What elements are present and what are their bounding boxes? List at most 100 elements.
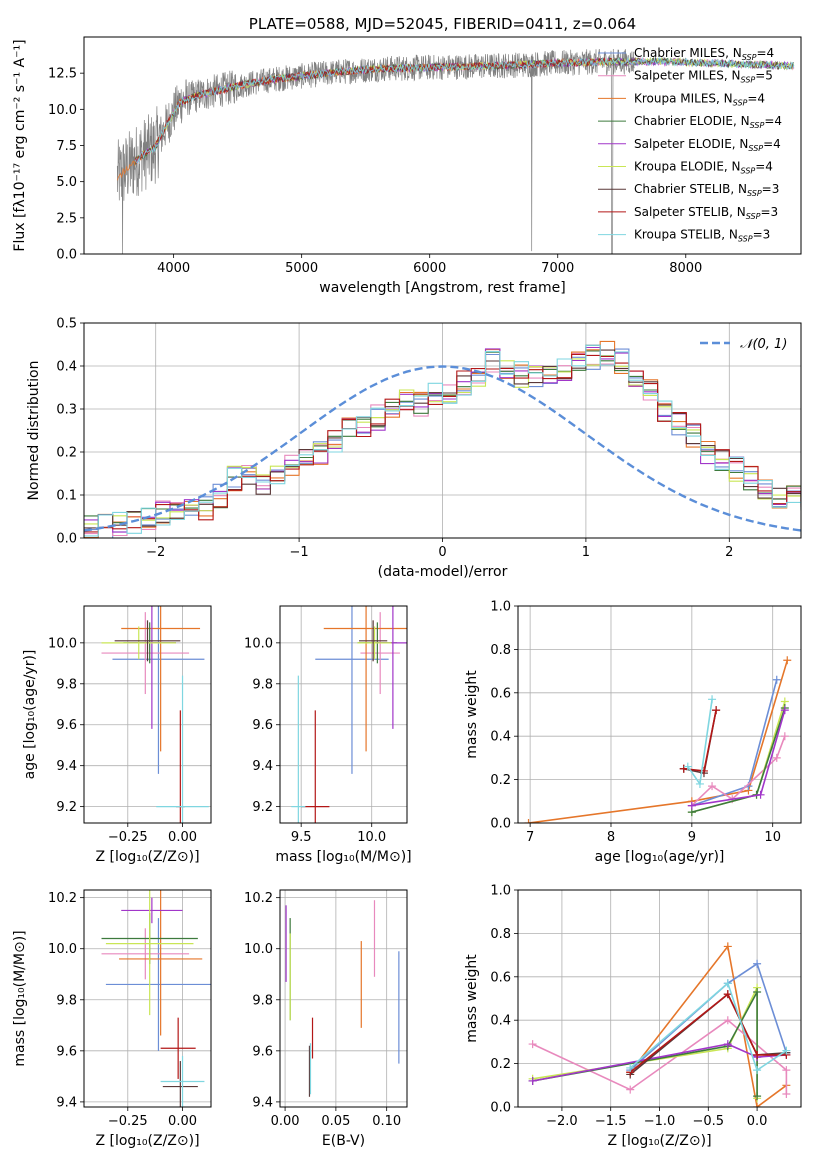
- y-tick-label: 0.8: [490, 927, 511, 942]
- x-tick-label: 10.0: [357, 830, 386, 845]
- errorbar-kroupa-stelib: [291, 675, 306, 823]
- data-point: [679, 764, 688, 773]
- x-tick-label: −0.25: [108, 1114, 148, 1129]
- data-point: [723, 1040, 732, 1049]
- y-tick-label: 9.8: [56, 677, 77, 692]
- y-tick-label: 5.0: [56, 175, 77, 190]
- data-point: [683, 762, 692, 771]
- data-point: [712, 706, 721, 715]
- data-point: [626, 1085, 635, 1094]
- x-tick-label: 0.10: [372, 1114, 401, 1129]
- data-point: [708, 782, 717, 791]
- x-tick-label: 0.00: [271, 1114, 300, 1129]
- axes-frame: [279, 889, 408, 1108]
- series-line: [629, 962, 788, 1071]
- data-point: [783, 656, 792, 665]
- x-tick-label: 0.05: [321, 1114, 350, 1129]
- data-point: [772, 753, 781, 762]
- chart-title: PLATE=0588, MJD=52045, FIBERID=0411, z=0…: [249, 15, 636, 33]
- errorbar-chabrier-miles: [112, 606, 205, 774]
- plot-area: [285, 900, 400, 1097]
- y-tick-label: 0.8: [490, 643, 511, 658]
- errorbar-kroupa-elodie: [101, 626, 176, 660]
- data-point: [753, 1103, 762, 1107]
- y-tick-label: 9.6: [252, 718, 273, 733]
- plot-area: [528, 942, 791, 1107]
- data-point: [753, 1066, 762, 1075]
- y-tick-label: 9.2: [56, 800, 77, 815]
- histogram-salpeter-stelib: [84, 353, 801, 533]
- x-tick-label: −0.5: [693, 1114, 725, 1129]
- data-point: [753, 1050, 762, 1059]
- plot-area: [291, 606, 407, 823]
- y-tick-label: 0.6: [490, 970, 511, 985]
- y-tick-label: 9.8: [252, 677, 273, 692]
- x-tick-label: 0.00: [168, 1114, 197, 1129]
- errorbar-chabrier-miles: [105, 918, 211, 1051]
- axes-frame: [279, 605, 408, 824]
- series-line: [532, 987, 758, 1099]
- series-line: [532, 1043, 787, 1082]
- x-tick-label: 8: [607, 830, 615, 845]
- x-tick-label: 1: [582, 545, 590, 560]
- y-tick-label: 9.6: [252, 1044, 273, 1059]
- x-tick-label: −2.0: [546, 1114, 578, 1129]
- x-axis-label: Z [log₁₀(Z/Z⊙)]: [607, 1133, 711, 1149]
- normal-curve: [84, 365, 801, 532]
- x-tick-label: 7000: [541, 261, 574, 276]
- series-kroupa-elodie: [528, 983, 762, 1103]
- legend-entry: 𝒩(0, 1): [740, 337, 787, 352]
- axes-frame: [83, 322, 802, 539]
- legend-entry: Salpeter MILES, NSSP=5: [634, 69, 773, 85]
- x-tick-label: 4000: [157, 261, 190, 276]
- plot-area: [101, 606, 209, 823]
- panel-4: 9.5 10.0 9.2 9.4 9.6 9.8 10.0 mass [log₁₀(M/M⊙)…: [244, 605, 412, 865]
- y-axis-label: age [log₁₀(age/yr)]: [22, 650, 38, 780]
- y-tick-label: 9.4: [56, 1095, 77, 1110]
- data-point: [756, 790, 765, 799]
- y-tick-label: 12.5: [48, 67, 77, 82]
- plot-area: [524, 656, 792, 823]
- legend-entry: Chabrier ELODIE, NSSP=4: [634, 114, 782, 130]
- y-tick-label: 9.4: [252, 759, 273, 774]
- y-tick-label: 9.8: [56, 993, 77, 1008]
- data-point: [687, 801, 696, 810]
- data-point: [723, 979, 732, 988]
- x-tick-label: 8000: [669, 261, 702, 276]
- y-tick-label: 9.4: [252, 1095, 273, 1110]
- observed-spectrum-line: [116, 48, 635, 254]
- errorbar-kroupa-miles: [121, 606, 201, 752]
- legend: Chabrier MILES, NSSP=4 Salpeter MILES, NS…: [598, 46, 782, 244]
- y-tick-label: 10.0: [48, 942, 77, 957]
- y-tick-label: 10.0: [244, 942, 273, 957]
- x-tick-label: 10: [764, 830, 781, 845]
- x-tick-label: 7: [526, 830, 534, 845]
- y-tick-label: 0.0: [490, 817, 511, 832]
- data-point: [528, 1040, 537, 1049]
- data-point: [753, 959, 762, 968]
- errorbar-kroupa-stelib: [156, 675, 209, 823]
- y-tick-label: 9.8: [252, 993, 273, 1008]
- errorbar-salpeter-elodie: [121, 897, 183, 924]
- errorbar-kroupa-miles: [119, 890, 203, 1036]
- model-line-kroupa-stelib: [134, 56, 795, 164]
- y-tick-label: 10.0: [48, 103, 77, 118]
- y-tick-label: 1.0: [490, 884, 511, 899]
- series-line: [629, 981, 787, 1072]
- legend-entry: Kroupa ELODIE, NSSP=4: [634, 160, 773, 176]
- legend-entry: Chabrier MILES, NSSP=4: [634, 46, 774, 62]
- data-point: [723, 990, 732, 999]
- panel-5: 7 8 9 10 0.0 0.2 0.4 0.6 0.8 1.0 age [log₁₀(age/yr…: [464, 600, 802, 865]
- y-axis-label: Flux [fλ10⁻¹⁷ erg cm⁻² s⁻¹ A⁻¹]: [12, 39, 28, 251]
- axes-frame: [83, 36, 802, 255]
- panel-8: −2.0 −1.5 −1.0 −0.5 0.0 0.0 0.2 0.4 0.6 0.8 1.0 Z […: [464, 884, 802, 1149]
- data-point: [772, 675, 781, 684]
- x-axis-label: Z [log₁₀(Z/Z⊙)]: [95, 1133, 199, 1149]
- x-tick-label: 2: [725, 545, 733, 560]
- y-tick-label: 0.2: [490, 1057, 511, 1072]
- series-line: [691, 679, 778, 807]
- y-tick-label: 0.2: [490, 773, 511, 788]
- y-tick-label: 0.1: [56, 489, 77, 504]
- series-line: [528, 660, 789, 823]
